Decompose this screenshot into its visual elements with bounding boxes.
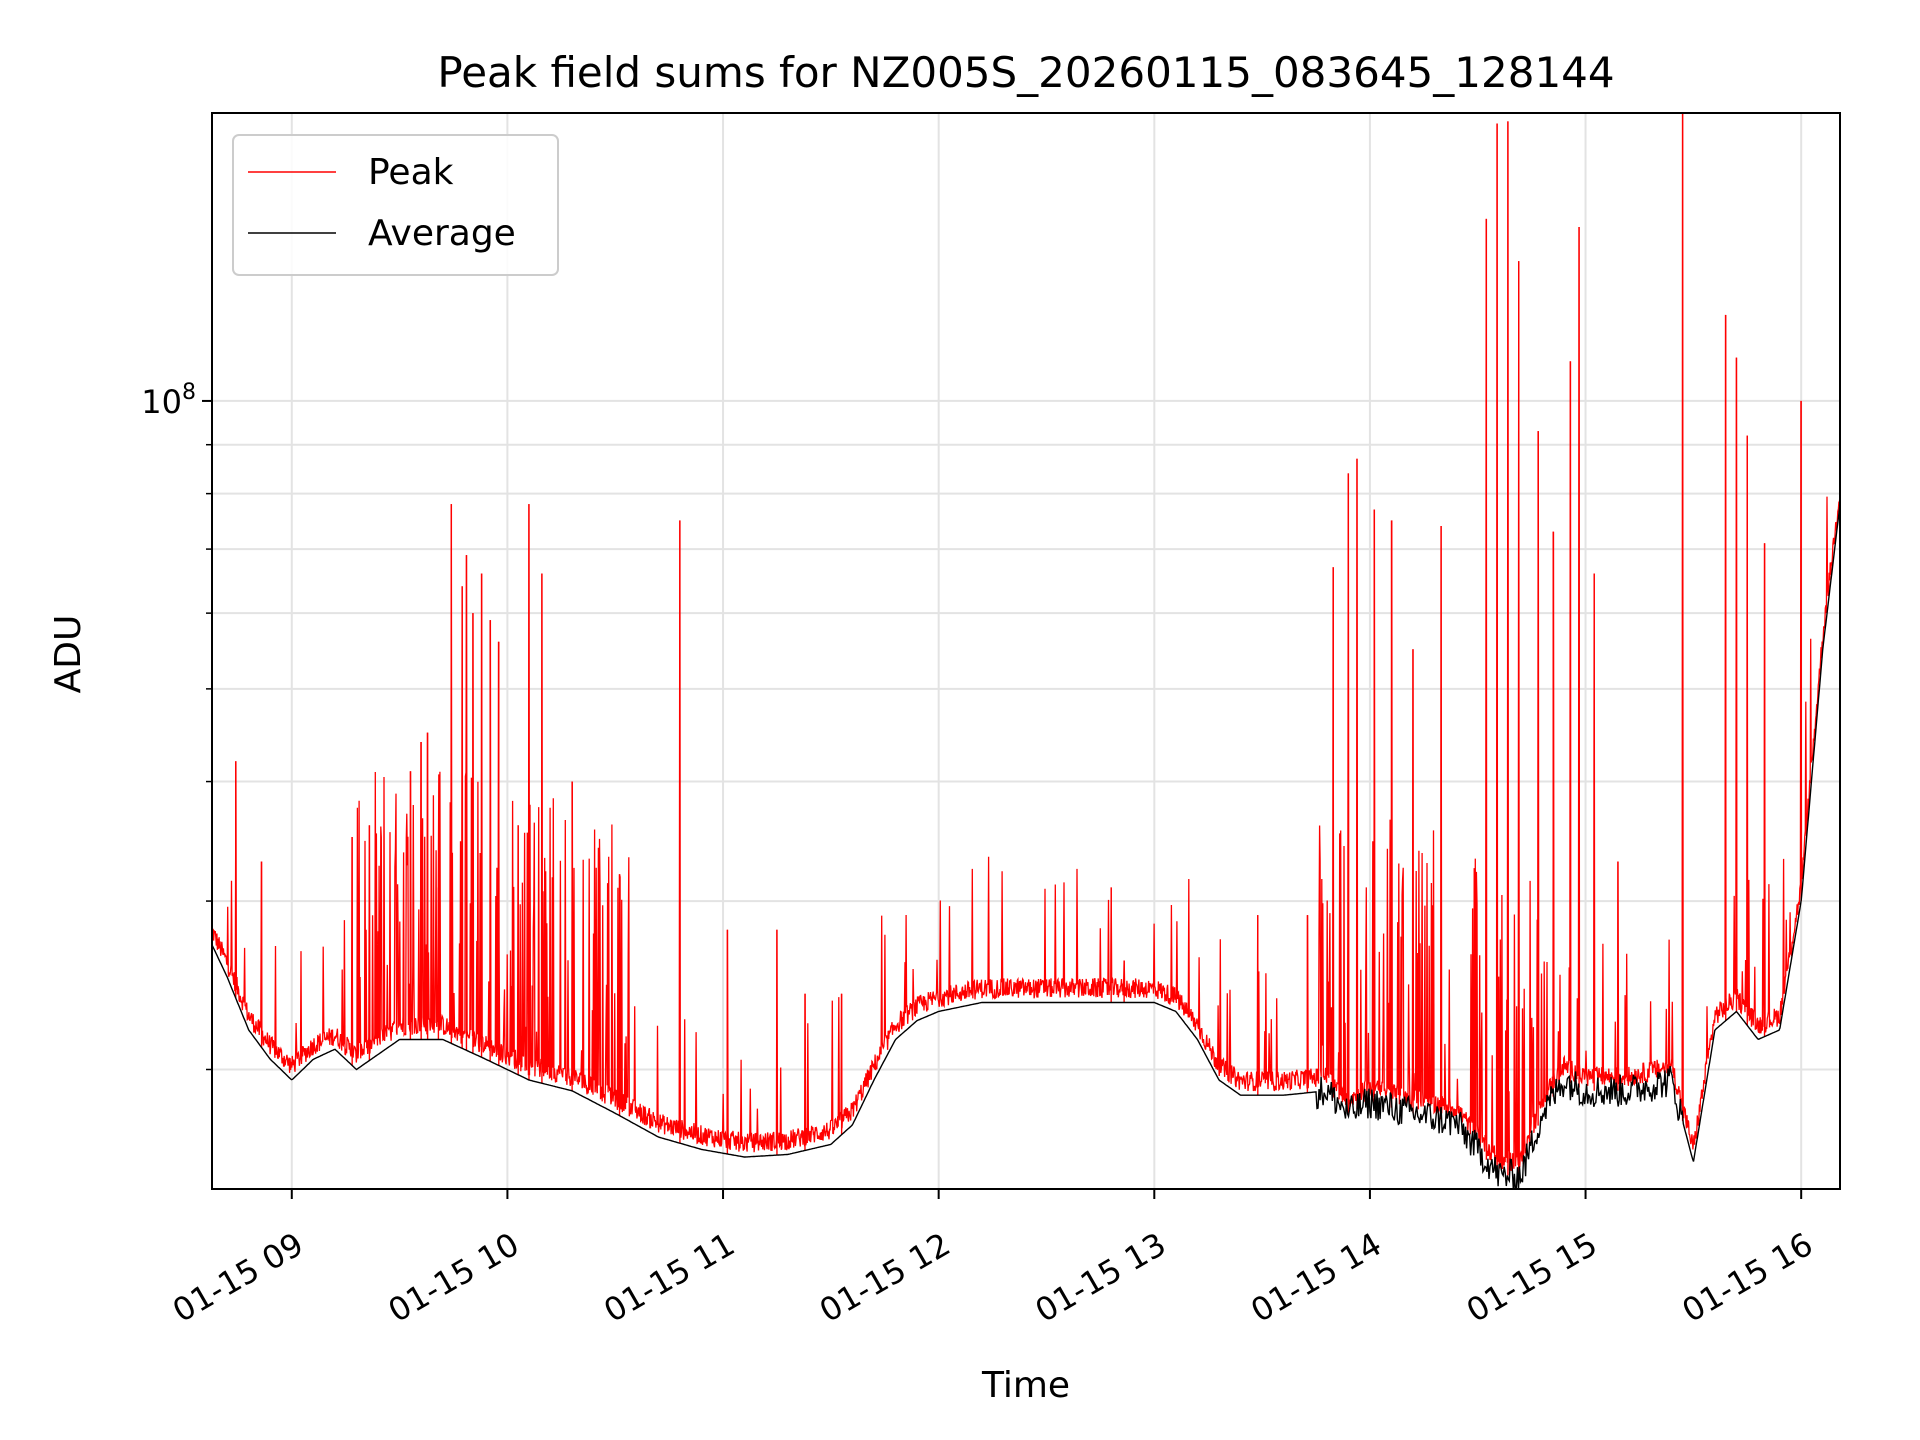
peak-series-line bbox=[212, 113, 1840, 1173]
x-tick-label: 01-15 10 bbox=[382, 1225, 526, 1330]
x-tick-label: 01-15 12 bbox=[813, 1225, 957, 1330]
x-tick-label: 01-15 13 bbox=[1029, 1225, 1173, 1330]
plot-data bbox=[212, 113, 1840, 1189]
x-axis-label: Time bbox=[981, 1365, 1070, 1406]
axis-ticks: 01-15 09 01-15 10 01-15 11 01-15 12 01-15 13… bbox=[141, 380, 1819, 1330]
average-series-line bbox=[212, 504, 1840, 1189]
legend-average-label: Average bbox=[368, 213, 516, 254]
legend: Peak Average bbox=[232, 134, 559, 276]
chart-title: Peak field sums for NZ005S_20260115_0836… bbox=[437, 48, 1614, 97]
legend-box bbox=[232, 134, 559, 276]
plot-frame bbox=[211, 112, 1841, 1190]
x-tick-label: 01-15 11 bbox=[597, 1225, 741, 1330]
legend-peak-label: Peak bbox=[368, 152, 454, 193]
x-tick-label: 01-15 15 bbox=[1460, 1225, 1604, 1330]
y-axis-label: ADU bbox=[48, 615, 89, 694]
x-tick-label: 01-15 14 bbox=[1244, 1225, 1388, 1330]
x-tick-label: 01-15 09 bbox=[166, 1225, 310, 1330]
plot-series bbox=[212, 113, 1840, 1189]
y-tick-label: 108 bbox=[141, 380, 196, 421]
grid bbox=[212, 113, 1840, 1189]
x-tick-label: 01-15 16 bbox=[1676, 1225, 1820, 1330]
